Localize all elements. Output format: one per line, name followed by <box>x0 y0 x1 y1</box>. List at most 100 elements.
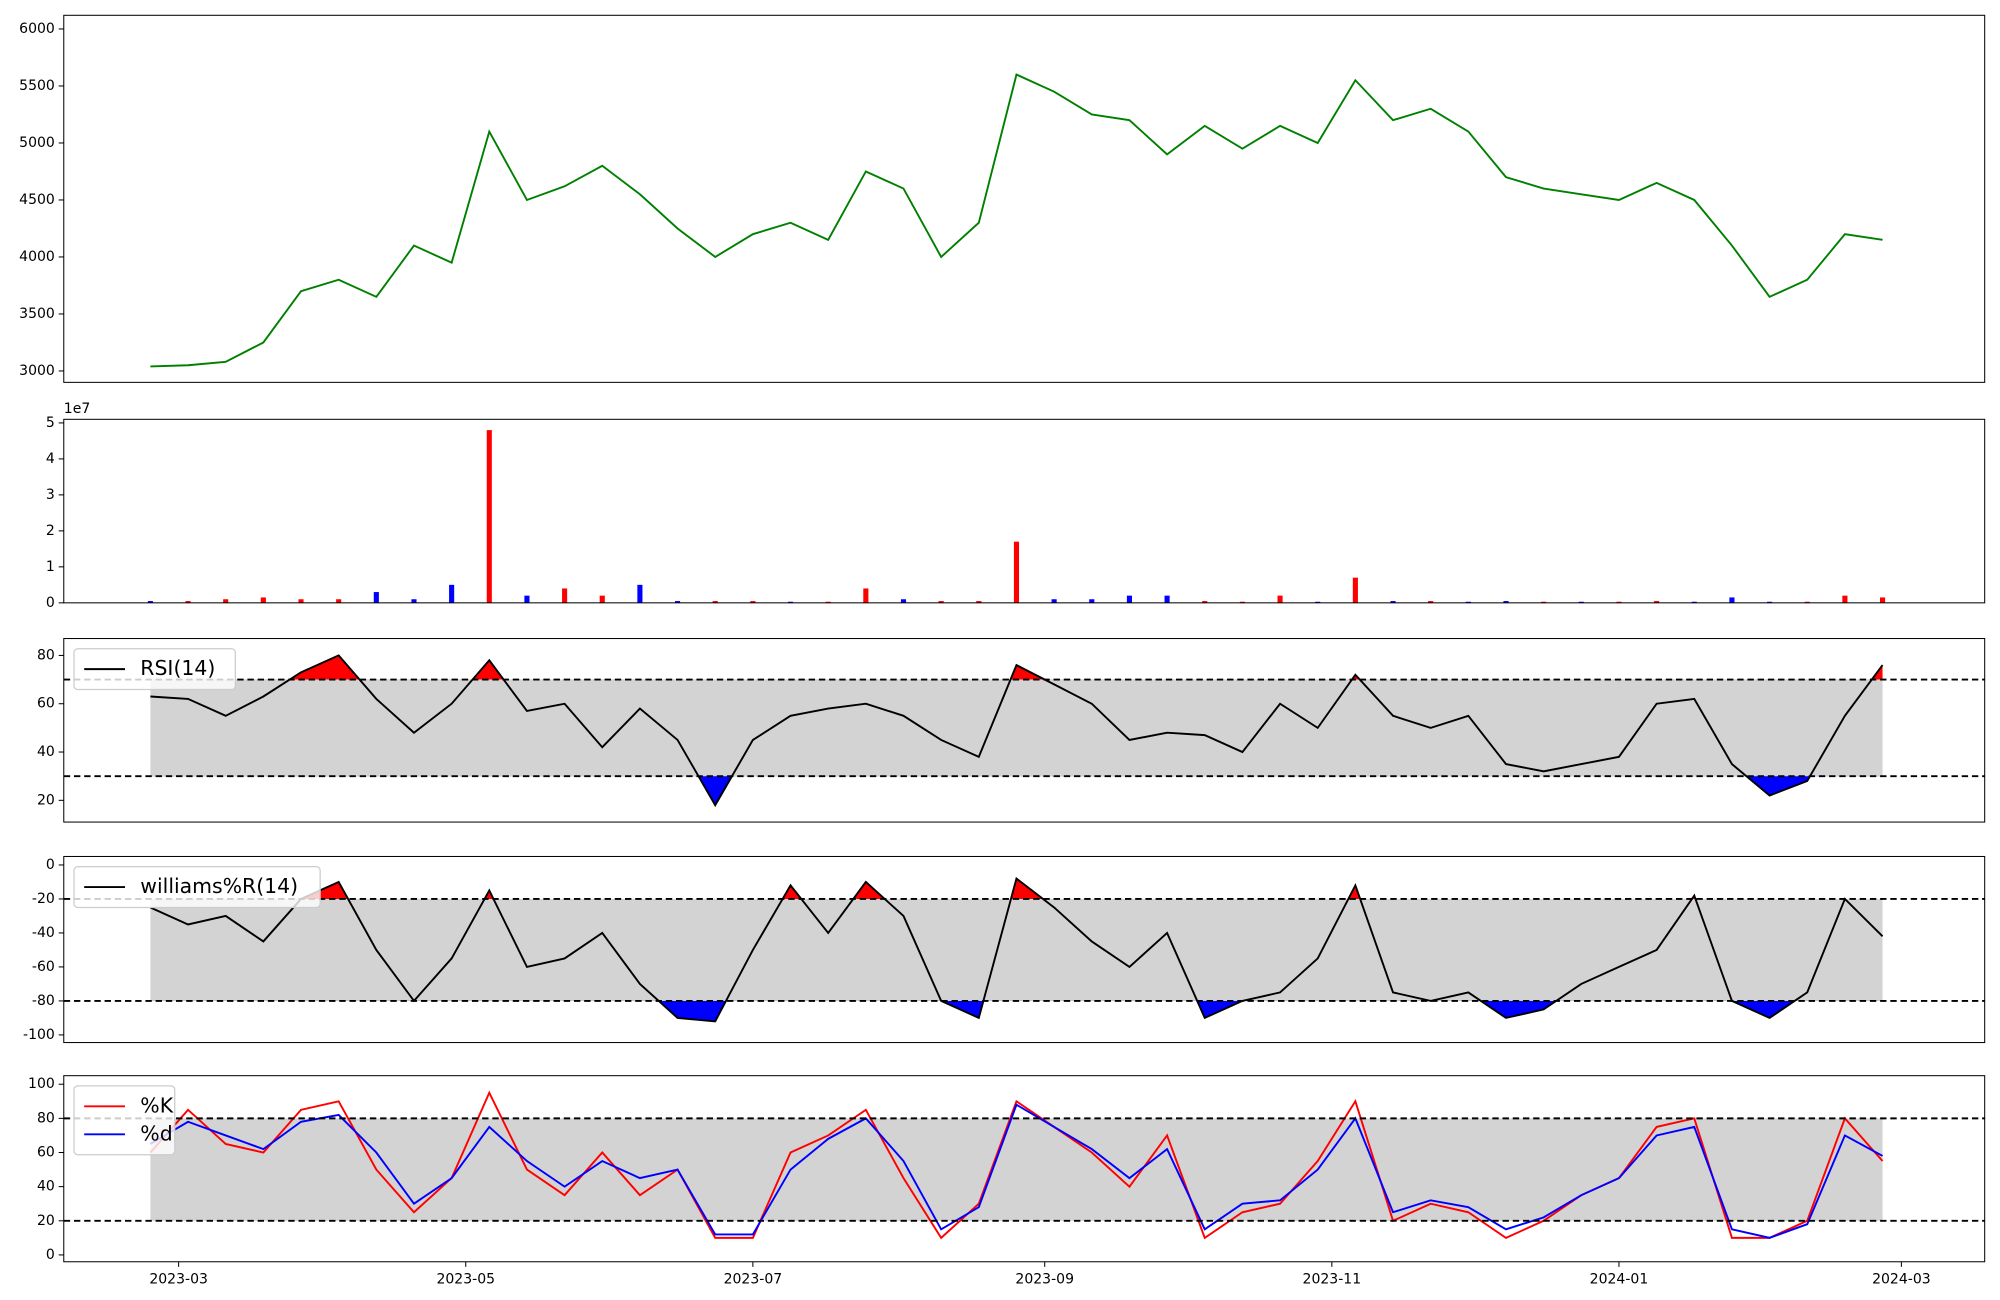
y-tick-label: 60 <box>37 1145 55 1161</box>
volume-bar <box>1541 601 1547 603</box>
volume-bar <box>486 430 492 603</box>
volume-bar <box>863 588 869 603</box>
y-tick-label: 0 <box>46 857 55 873</box>
volume-bar <box>1465 601 1471 603</box>
axes-frame <box>63 14 1986 383</box>
volume-bar <box>599 595 605 603</box>
volume-bar <box>675 601 681 603</box>
volume-bar <box>1804 601 1810 603</box>
volume-bar <box>260 597 266 603</box>
volume-bar <box>524 595 530 603</box>
axes-frame <box>63 855 1986 1044</box>
volume-bar <box>1013 541 1020 603</box>
y-tick-label: -40 <box>32 925 55 941</box>
y-tick-label: 2 <box>46 523 55 539</box>
volume-bar <box>1767 601 1773 603</box>
y-tick-label: 20 <box>37 792 55 808</box>
volume-bar <box>449 584 455 603</box>
volume-bar <box>1277 595 1283 603</box>
volume-bar <box>712 601 718 603</box>
volume-bar <box>1880 597 1886 603</box>
y-tick-label: 4000 <box>19 249 55 265</box>
volume-bar <box>1842 595 1848 603</box>
volume-bar <box>1390 601 1396 603</box>
volume-bar <box>1352 577 1358 603</box>
volume-bar <box>298 599 304 603</box>
volume-bar <box>1315 601 1321 603</box>
volume-bar <box>336 599 342 603</box>
y-tick-label: 1 <box>46 559 55 575</box>
volume-bar <box>1503 601 1509 603</box>
legend-label: williams%R(14) <box>140 874 298 898</box>
volume-bar <box>1428 601 1434 603</box>
axes-frame <box>63 418 1986 604</box>
y-tick-label: 60 <box>37 696 55 712</box>
legend-box <box>73 866 321 909</box>
y-tick-label: 100 <box>28 1076 55 1092</box>
volume-bar <box>1691 601 1697 603</box>
volume-bar <box>1051 599 1057 603</box>
y-tick-label: 5 <box>46 415 55 431</box>
y-tick-label: 5500 <box>19 78 55 94</box>
y-tick-label: 80 <box>37 1110 55 1126</box>
y-tick-label: 3500 <box>19 306 55 322</box>
volume-bar <box>1239 601 1245 603</box>
x-tick-label: 2024-01 <box>1590 1272 1649 1288</box>
axes-frame <box>63 638 1986 823</box>
volume-bar <box>1616 601 1622 603</box>
y-tick-label: -20 <box>32 891 55 907</box>
threshold-band <box>150 1118 1883 1221</box>
y-tick-label: -60 <box>32 959 55 975</box>
x-tick-label: 2023-11 <box>1303 1272 1362 1288</box>
y-tick-label: 3 <box>46 487 55 503</box>
volume-bar <box>1089 599 1095 603</box>
volume-bar <box>1202 601 1208 603</box>
volume-bar <box>1126 595 1132 603</box>
y-tick-label: -80 <box>32 993 55 1009</box>
volume-bar <box>637 584 643 603</box>
legend-box <box>73 1085 176 1156</box>
y-tick-label: 0 <box>46 1247 55 1263</box>
volume-bar <box>900 599 907 603</box>
volume-bar <box>1729 597 1735 603</box>
y-tick-label: 80 <box>37 647 55 663</box>
x-tick-label: 2023-09 <box>1015 1272 1074 1288</box>
x-tick-label: 2023-07 <box>724 1272 783 1288</box>
legend-label: %d <box>140 1121 172 1145</box>
legend-label: %K <box>140 1093 173 1117</box>
volume-bar <box>825 601 831 603</box>
legend-box <box>73 648 236 691</box>
volume-bar <box>1164 595 1170 603</box>
volume-bar <box>1578 601 1584 603</box>
series-line <box>150 73 1883 368</box>
volume-bar <box>185 601 191 603</box>
series-line <box>149 876 1884 1023</box>
x-tick-label: 2023-05 <box>436 1272 495 1288</box>
y-tick-label: 0 <box>46 595 55 611</box>
y-tick-label: -100 <box>23 1027 55 1043</box>
volume-bar <box>373 592 379 603</box>
overbought-fill <box>150 878 1883 899</box>
series-line <box>149 1103 1884 1239</box>
y-tick-label: 5000 <box>19 135 55 151</box>
legend-label: RSI(14) <box>140 656 215 680</box>
axes-frame <box>63 1075 1986 1263</box>
threshold-band <box>150 898 1883 1001</box>
threshold-band <box>150 679 1883 777</box>
volume-bar <box>147 601 153 603</box>
offset-label: 1e7 <box>64 401 90 417</box>
volume-bar <box>562 588 568 603</box>
y-tick-label: 4500 <box>19 192 55 208</box>
y-tick-label: 40 <box>37 744 55 760</box>
volume-bar <box>976 601 982 603</box>
y-tick-label: 4 <box>46 451 55 467</box>
volume-bar <box>938 601 944 603</box>
y-tick-label: 40 <box>37 1179 55 1195</box>
x-tick-label: 2024-03 <box>1872 1272 1931 1288</box>
y-tick-label: 20 <box>37 1213 55 1229</box>
y-tick-label: 3000 <box>19 363 55 379</box>
volume-bar <box>787 601 794 603</box>
y-tick-label: 6000 <box>19 21 55 37</box>
